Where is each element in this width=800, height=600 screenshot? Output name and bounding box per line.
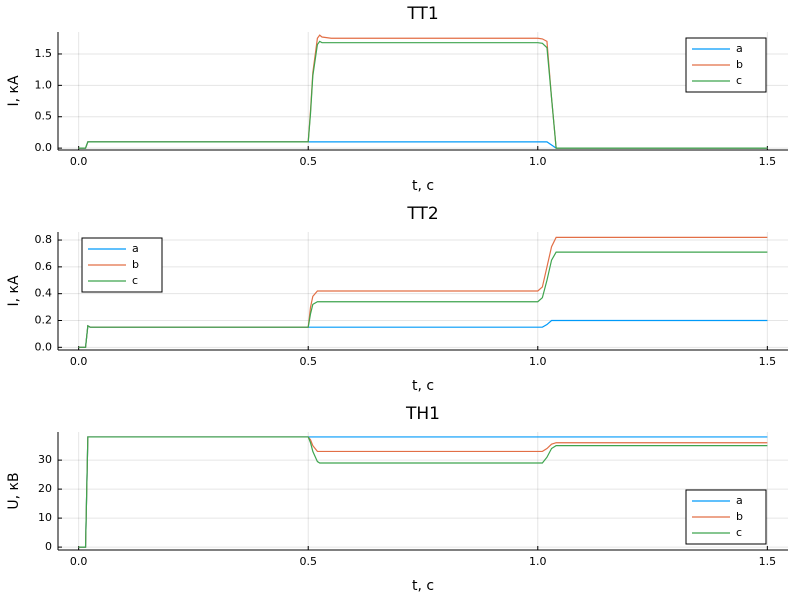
y-tick-label: 1.5 [35, 47, 53, 60]
y-tick-label: 0.8 [35, 233, 53, 246]
series-line [78, 436, 768, 548]
series-line [78, 436, 768, 548]
x-axis-label: t, c [412, 178, 434, 194]
y-axis-label: U, кВ [6, 472, 22, 509]
x-tick-label: 0.0 [70, 355, 88, 368]
y-axis-label: I, кА [6, 275, 22, 306]
y-tick-label: 0.4 [35, 287, 53, 300]
x-tick-label: 1.0 [529, 355, 547, 368]
legend-label: a [132, 242, 139, 255]
y-axis-label: I, кА [6, 75, 22, 106]
legend-label: a [736, 42, 743, 55]
legend-label: c [736, 74, 742, 87]
y-tick-label: 20 [38, 482, 52, 495]
series-line [78, 34, 768, 149]
series-line [78, 251, 768, 348]
y-tick-label: 0.0 [35, 141, 53, 154]
legend-label: c [132, 274, 138, 287]
y-tick-label: 0.5 [35, 110, 53, 123]
chart-title: TH1 [405, 404, 440, 424]
x-tick-label: 1.5 [759, 555, 777, 568]
x-tick-label: 0.0 [70, 555, 88, 568]
series-line [78, 436, 768, 548]
y-tick-label: 0.6 [35, 260, 53, 273]
x-axis-label: t, c [412, 378, 434, 394]
legend-label: b [736, 510, 743, 523]
series-line [78, 236, 768, 348]
x-tick-label: 1.0 [529, 155, 547, 168]
x-tick-label: 0.0 [70, 155, 88, 168]
y-tick-label: 10 [38, 511, 52, 524]
legend-label: c [736, 526, 742, 539]
legend-label: b [736, 58, 743, 71]
legend-label: a [736, 494, 743, 507]
y-tick-label: 0 [45, 540, 52, 553]
legend: abc [81, 237, 163, 293]
legend: abc [685, 489, 767, 545]
x-tick-label: 1.5 [759, 355, 777, 368]
series-line [78, 40, 768, 149]
series-line [78, 141, 768, 149]
legend-label: b [132, 258, 139, 271]
x-tick-label: 1.5 [759, 155, 777, 168]
y-tick-label: 1.0 [35, 78, 53, 91]
y-tick-label: 0.2 [35, 314, 53, 327]
chart-title: TT2 [406, 204, 438, 224]
x-axis-label: t, c [412, 578, 434, 594]
y-tick-label: 30 [38, 453, 52, 466]
x-tick-label: 1.0 [529, 555, 547, 568]
x-tick-label: 0.5 [299, 355, 317, 368]
legend: abc [685, 37, 767, 93]
chart-title: TT1 [406, 4, 438, 24]
y-tick-label: 0.0 [35, 340, 53, 353]
x-tick-label: 0.5 [299, 155, 317, 168]
x-tick-label: 0.5 [299, 555, 317, 568]
series-line [78, 319, 768, 348]
